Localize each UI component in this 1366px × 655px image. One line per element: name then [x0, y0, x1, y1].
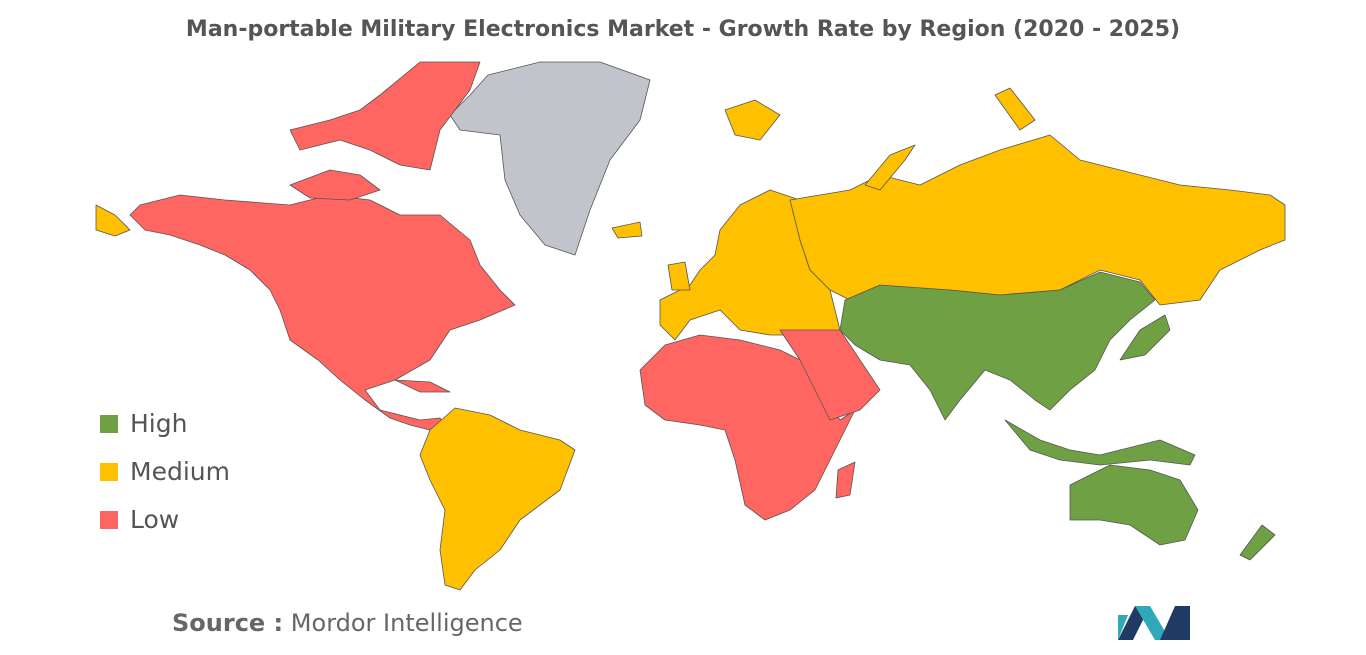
region	[779, 329, 881, 421]
source-label: Source :	[172, 609, 283, 637]
legend-label: Low	[130, 505, 179, 534]
legend-swatch	[100, 463, 118, 481]
region	[839, 271, 1156, 421]
source: Source : Mordor Intelligence	[172, 609, 523, 637]
region	[724, 99, 781, 141]
region	[289, 61, 481, 171]
region	[789, 134, 1286, 306]
legend-label: High	[130, 409, 187, 438]
source-text: Mordor Intelligence	[291, 609, 523, 637]
region	[419, 407, 576, 591]
region	[864, 144, 916, 191]
region	[667, 261, 691, 291]
region	[639, 334, 856, 521]
region	[449, 61, 651, 256]
region	[1239, 524, 1276, 561]
region	[611, 221, 643, 239]
region	[835, 461, 856, 499]
region	[289, 169, 381, 201]
region	[1069, 464, 1199, 546]
legend: High Medium Low	[100, 409, 230, 534]
region	[1004, 419, 1196, 466]
world-map	[95, 61, 1286, 591]
region	[95, 204, 131, 237]
logo	[1118, 606, 1190, 640]
region	[129, 194, 516, 431]
region	[1119, 314, 1171, 361]
region	[394, 379, 451, 393]
legend-swatch	[100, 511, 118, 529]
legend-swatch	[100, 415, 118, 433]
chart-title: Man-portable Military Electronics Market…	[186, 17, 1180, 42]
region	[994, 87, 1036, 131]
legend-label: Medium	[130, 457, 230, 486]
